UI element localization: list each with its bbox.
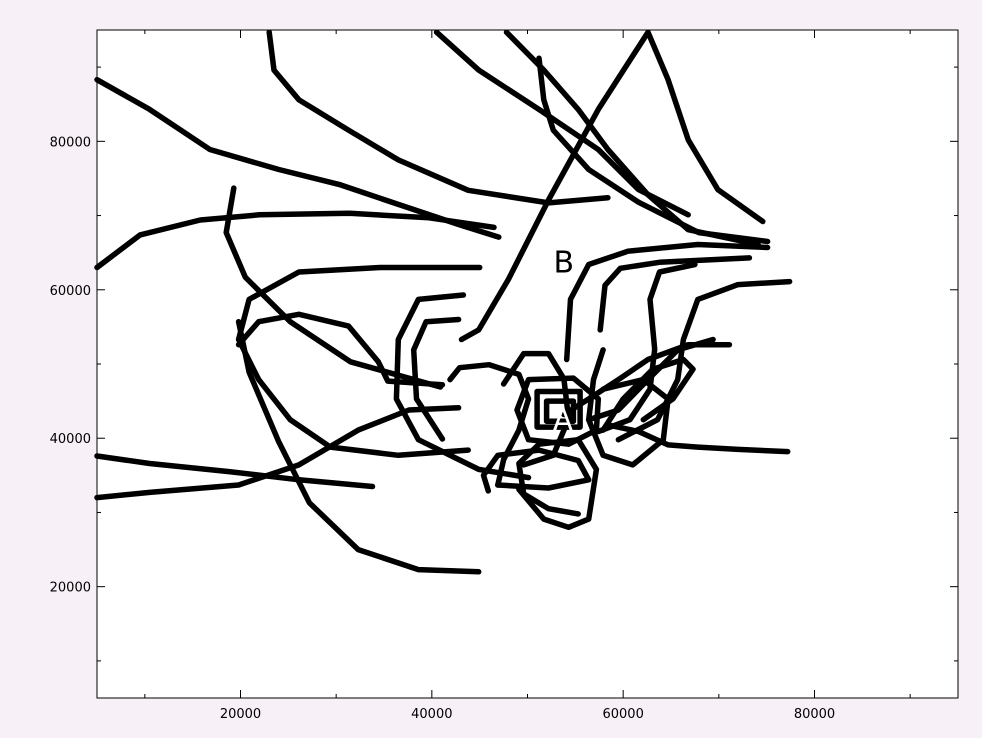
annotation: B (554, 246, 575, 281)
trajectory (514, 375, 602, 447)
trajectory (266, 29, 611, 206)
y-tick-label: 80000 (50, 135, 91, 150)
trajectory (94, 453, 376, 490)
x-tick-label: 20000 (220, 707, 261, 722)
trajectory (595, 261, 698, 435)
trajectory (597, 255, 753, 333)
y-tick-label: 20000 (50, 581, 91, 596)
y-tick-label: 40000 (50, 432, 91, 447)
trajectory (605, 422, 791, 455)
trajectory (94, 210, 497, 271)
trajectory (480, 447, 592, 494)
trajectory (534, 388, 583, 430)
trajectory (458, 29, 766, 343)
trajectory (536, 55, 771, 245)
trajectory (543, 398, 577, 424)
x-tick-label: 60000 (602, 707, 643, 722)
y-tick-label: 60000 (50, 284, 91, 299)
trajectory (410, 316, 462, 442)
trajectory (235, 311, 446, 388)
x-tick-label: 40000 (411, 707, 452, 722)
trajectory (600, 356, 696, 433)
trajectory (94, 405, 462, 501)
trajectory (615, 278, 793, 443)
annotation: A (553, 404, 574, 439)
x-tick-label: 80000 (794, 707, 835, 722)
trajectory (235, 318, 482, 575)
trajectory (585, 336, 716, 423)
trajectory (223, 185, 444, 390)
trajectory (563, 241, 771, 363)
plot-area (96, 29, 959, 699)
trajectory (393, 292, 532, 481)
